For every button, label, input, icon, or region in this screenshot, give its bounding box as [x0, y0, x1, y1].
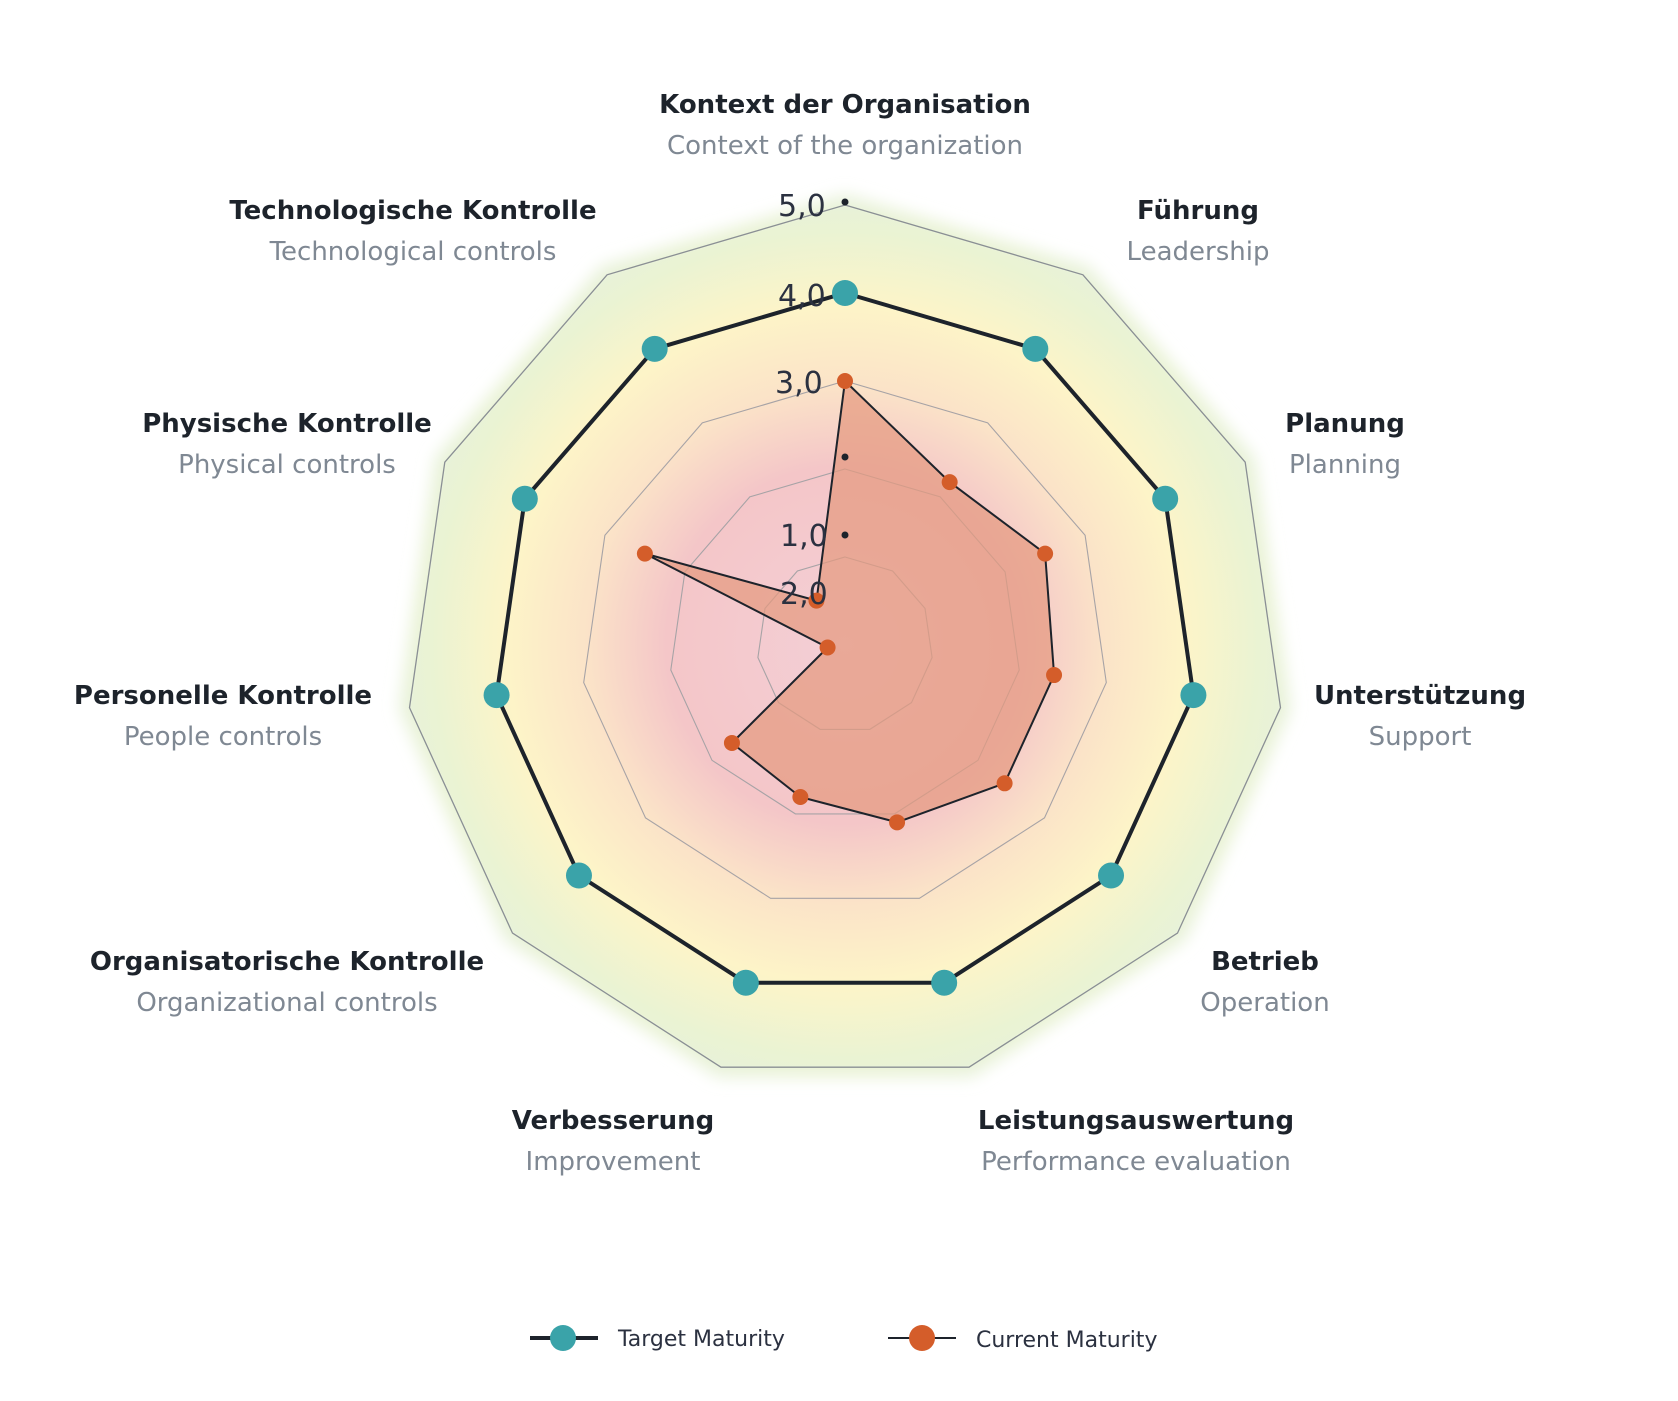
- current-point-5[interactable]: [996, 775, 1013, 792]
- target-point-3[interactable]: [1152, 485, 1179, 512]
- current-point-6[interactable]: [889, 814, 906, 831]
- target-point-8[interactable]: [565, 862, 592, 889]
- legend-current-marker: [909, 1325, 935, 1351]
- axis-label-german: Personelle Kontrolle: [74, 681, 372, 711]
- current-point-11[interactable]: [808, 592, 825, 609]
- axis-label-english: Improvement: [526, 1147, 701, 1177]
- axis-label-4: Unterstützung Support: [1314, 681, 1526, 752]
- target-point-11[interactable]: [641, 335, 668, 362]
- current-point-1[interactable]: [837, 373, 853, 389]
- axis-label-german: Leistungsauswertung: [978, 1106, 1294, 1136]
- axis-label-german: Organisatorische Kontrolle: [90, 947, 484, 977]
- axis-label-11: Technologische Kontrolle Technological co…: [229, 196, 596, 267]
- legend-item-current[interactable]: Current Maturity: [888, 1325, 1157, 1353]
- axis-label-german: Betrieb: [1211, 947, 1319, 977]
- axis-label-10: Physische Kontrolle Physical controls: [142, 409, 432, 480]
- legend-target-marker: [550, 1325, 576, 1351]
- axis-label-english: Physical controls: [178, 450, 396, 480]
- tick-label-1: 5,0: [778, 189, 826, 224]
- axis-label-2: Führung Leadership: [1127, 196, 1270, 267]
- current-point-10[interactable]: [636, 545, 653, 562]
- axis-label-6: Leistungsauswertung Performance evaluatio…: [978, 1106, 1294, 1177]
- tick-label-3: 3,0: [775, 366, 823, 401]
- axis-label-german: Physische Kontrolle: [142, 409, 432, 439]
- target-point-4[interactable]: [1180, 682, 1207, 709]
- current-maturity-series: [636, 373, 1063, 831]
- current-point-3[interactable]: [1037, 545, 1054, 562]
- tick-label-2: 4,0: [778, 279, 826, 314]
- axis-label-english: Context of the organization: [667, 131, 1023, 161]
- axis-label-english: Operation: [1200, 988, 1329, 1018]
- target-point-10[interactable]: [511, 485, 538, 512]
- target-point-9[interactable]: [483, 682, 510, 709]
- target-point-2[interactable]: [1022, 335, 1049, 362]
- axis-label-english: People controls: [124, 722, 322, 752]
- legend-current-label: Current Maturity: [976, 1328, 1157, 1353]
- current-point-8[interactable]: [723, 734, 740, 751]
- axis-label-german: Planung: [1285, 409, 1405, 439]
- axis-label-german: Führung: [1137, 196, 1259, 226]
- axis-label-english: Organizational controls: [136, 988, 437, 1018]
- axis-label-english: Leadership: [1127, 237, 1270, 267]
- axis-label-german: Technologische Kontrolle: [229, 196, 596, 226]
- legend-item-target[interactable]: Target Maturity: [530, 1325, 785, 1352]
- current-point-4[interactable]: [1046, 667, 1063, 684]
- axis-label-german: Unterstützung: [1314, 681, 1526, 711]
- axis-label-7: Verbesserung Improvement: [512, 1106, 714, 1177]
- current-point-9[interactable]: [819, 639, 836, 656]
- tick-dot: [841, 198, 849, 206]
- current-maturity-area: [643, 380, 1056, 824]
- legend: Target Maturity Current Maturity: [530, 1325, 1157, 1353]
- axis-label-1: Kontext der Organisation Context of the o…: [659, 90, 1031, 161]
- target-maturity-line: [494, 290, 1196, 985]
- current-point-2[interactable]: [941, 474, 958, 491]
- radial-tick-labels: 5,0 4,0 3,0 1,0 2,0: [775, 189, 849, 612]
- current-point-7[interactable]: [792, 788, 809, 805]
- axis-label-5: Betrieb Operation: [1200, 947, 1329, 1018]
- axis-label-english: Planning: [1289, 450, 1401, 480]
- axis-labels: Kontext der Organisation Context of the o…: [74, 90, 1526, 1177]
- axis-label-9: Personelle Kontrolle People controls: [74, 681, 372, 752]
- grid-ring-3: [583, 380, 1107, 899]
- target-point-6[interactable]: [931, 969, 958, 996]
- target-maturity-series: [483, 280, 1207, 996]
- axis-label-english: Performance evaluation: [981, 1147, 1291, 1177]
- axis-label-8: Organisatorische Kontrolle Organizational…: [90, 947, 484, 1018]
- axis-label-german: Kontext der Organisation: [659, 90, 1031, 120]
- target-point-1[interactable]: [832, 280, 858, 306]
- axis-label-german: Verbesserung: [512, 1106, 714, 1136]
- axis-label-3: Planung Planning: [1285, 409, 1405, 480]
- target-point-7[interactable]: [732, 969, 759, 996]
- axis-label-english: Technological controls: [269, 237, 557, 267]
- grid-ring-5: [408, 204, 1282, 1068]
- axis-label-english: Support: [1369, 722, 1472, 752]
- target-point-5[interactable]: [1098, 862, 1125, 889]
- legend-target-label: Target Maturity: [617, 1327, 785, 1352]
- tick-dot: [841, 531, 849, 539]
- tick-label-4: 1,0: [780, 519, 828, 554]
- tick-dot-2: [841, 453, 849, 461]
- tick-label-5: 2,0: [780, 577, 828, 612]
